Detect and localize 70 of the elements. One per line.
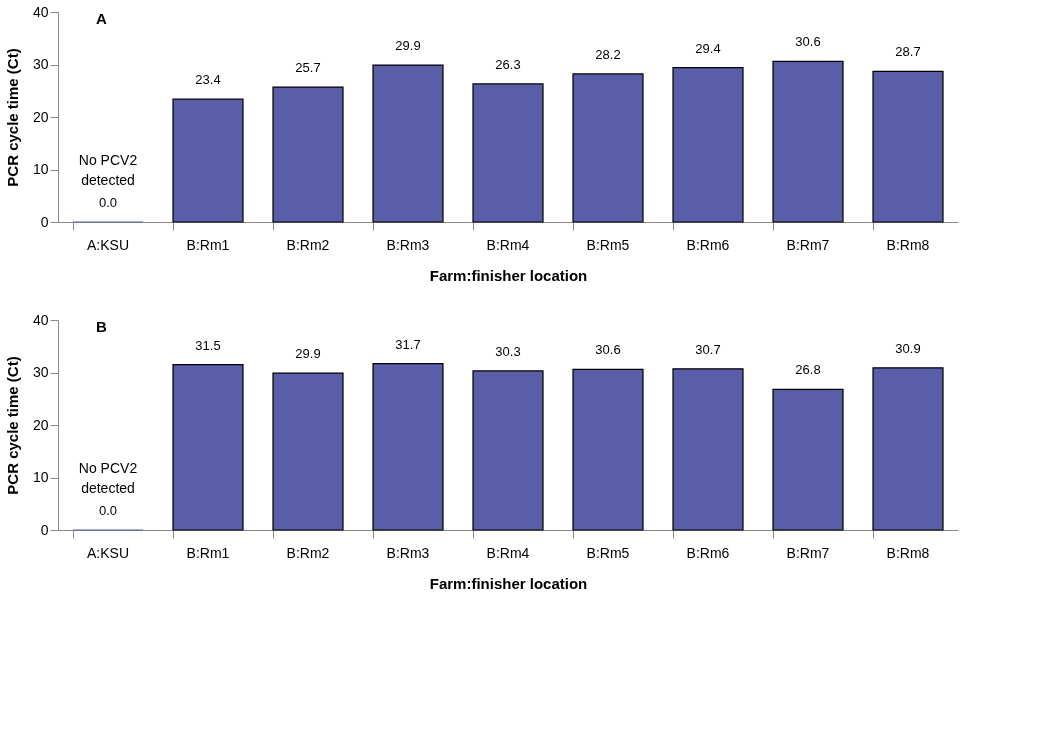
x-tick-label: B:Rm7 (786, 544, 830, 561)
x-tick-label: B:Rm8 (886, 544, 930, 561)
x-tick-label: A:KSU (86, 236, 130, 253)
x-tick-label: B:Rm4 (486, 544, 530, 561)
y-tick-label: 20 (32, 416, 49, 433)
x-tick-label: B:Rm2 (286, 544, 330, 561)
y-tick-label: 10 (32, 161, 49, 177)
bar (372, 64, 444, 223)
bar (172, 364, 244, 531)
data-label: 30.7 (695, 341, 721, 357)
y-tick-label: 40 (32, 311, 49, 328)
data-label: 25.7 (295, 60, 321, 76)
y-axis-title: PCR cycle time (Ct) (3, 48, 21, 187)
bar (272, 86, 344, 223)
bar (872, 70, 944, 223)
data-label: 29.9 (395, 38, 421, 54)
data-label: 28.7 (895, 44, 921, 60)
data-label: 30.9 (895, 340, 921, 356)
data-label: 0.0 (98, 195, 118, 210)
x-tick-label: B:Rm5 (586, 544, 630, 561)
bar (772, 60, 844, 223)
y-tick-label: 30 (32, 56, 49, 72)
data-label: 26.3 (495, 56, 521, 72)
bar (272, 372, 344, 531)
x-axis-title: Farm:finisher location (429, 574, 588, 592)
data-label: 0.0 (98, 503, 118, 518)
data-label: 30.3 (495, 343, 521, 359)
data-label: 26.8 (795, 362, 821, 378)
data-label: 30.6 (795, 34, 821, 50)
annotation: No PCV2 detected (78, 152, 138, 188)
x-tick-label: B:Rm6 (686, 236, 730, 253)
data-label: 30.6 (595, 342, 621, 358)
x-tick-label: B:Rm4 (486, 236, 530, 253)
bar (572, 73, 644, 223)
bar (672, 368, 744, 531)
y-axis-title: PCR cycle time (Ct) (3, 356, 21, 495)
x-tick-label: B:Rm3 (386, 544, 430, 561)
y-tick-label: 0 (40, 521, 49, 538)
x-tick-label: B:Rm6 (686, 544, 730, 561)
x-tick-label: B:Rm1 (186, 544, 230, 561)
bar (372, 362, 444, 531)
annotation: No PCV2 detected (78, 460, 138, 496)
data-label: 31.7 (395, 336, 421, 352)
bar (172, 98, 244, 223)
bar (772, 388, 844, 531)
bar (472, 370, 544, 531)
bar (872, 367, 944, 531)
y-tick-label: 10 (32, 469, 49, 485)
x-tick-label: A:KSU (86, 544, 130, 561)
x-tick-label: B:Rm3 (386, 236, 430, 253)
bar (672, 67, 744, 223)
data-label: 29.4 (695, 40, 721, 56)
chart-title: B (96, 318, 107, 335)
y-tick-label: 40 (32, 3, 49, 20)
chart-title: A (96, 10, 107, 27)
y-tick-label: 0 (40, 213, 49, 230)
x-tick-label: B:Rm1 (186, 236, 230, 253)
x-tick-label: B:Rm7 (786, 236, 830, 253)
y-tick-label: 20 (32, 108, 49, 125)
data-label: 29.9 (295, 346, 321, 362)
x-axis-title: Farm:finisher location (429, 266, 588, 284)
x-tick-label: B:Rm5 (586, 236, 630, 253)
x-tick-label: B:Rm8 (886, 236, 930, 253)
data-label: 28.2 (595, 46, 621, 62)
x-tick-label: B:Rm2 (286, 236, 330, 253)
y-tick-label: 30 (32, 364, 49, 380)
bar (472, 83, 544, 223)
data-label: 31.5 (195, 337, 221, 353)
data-label: 23.4 (195, 72, 221, 88)
bar (572, 368, 644, 531)
